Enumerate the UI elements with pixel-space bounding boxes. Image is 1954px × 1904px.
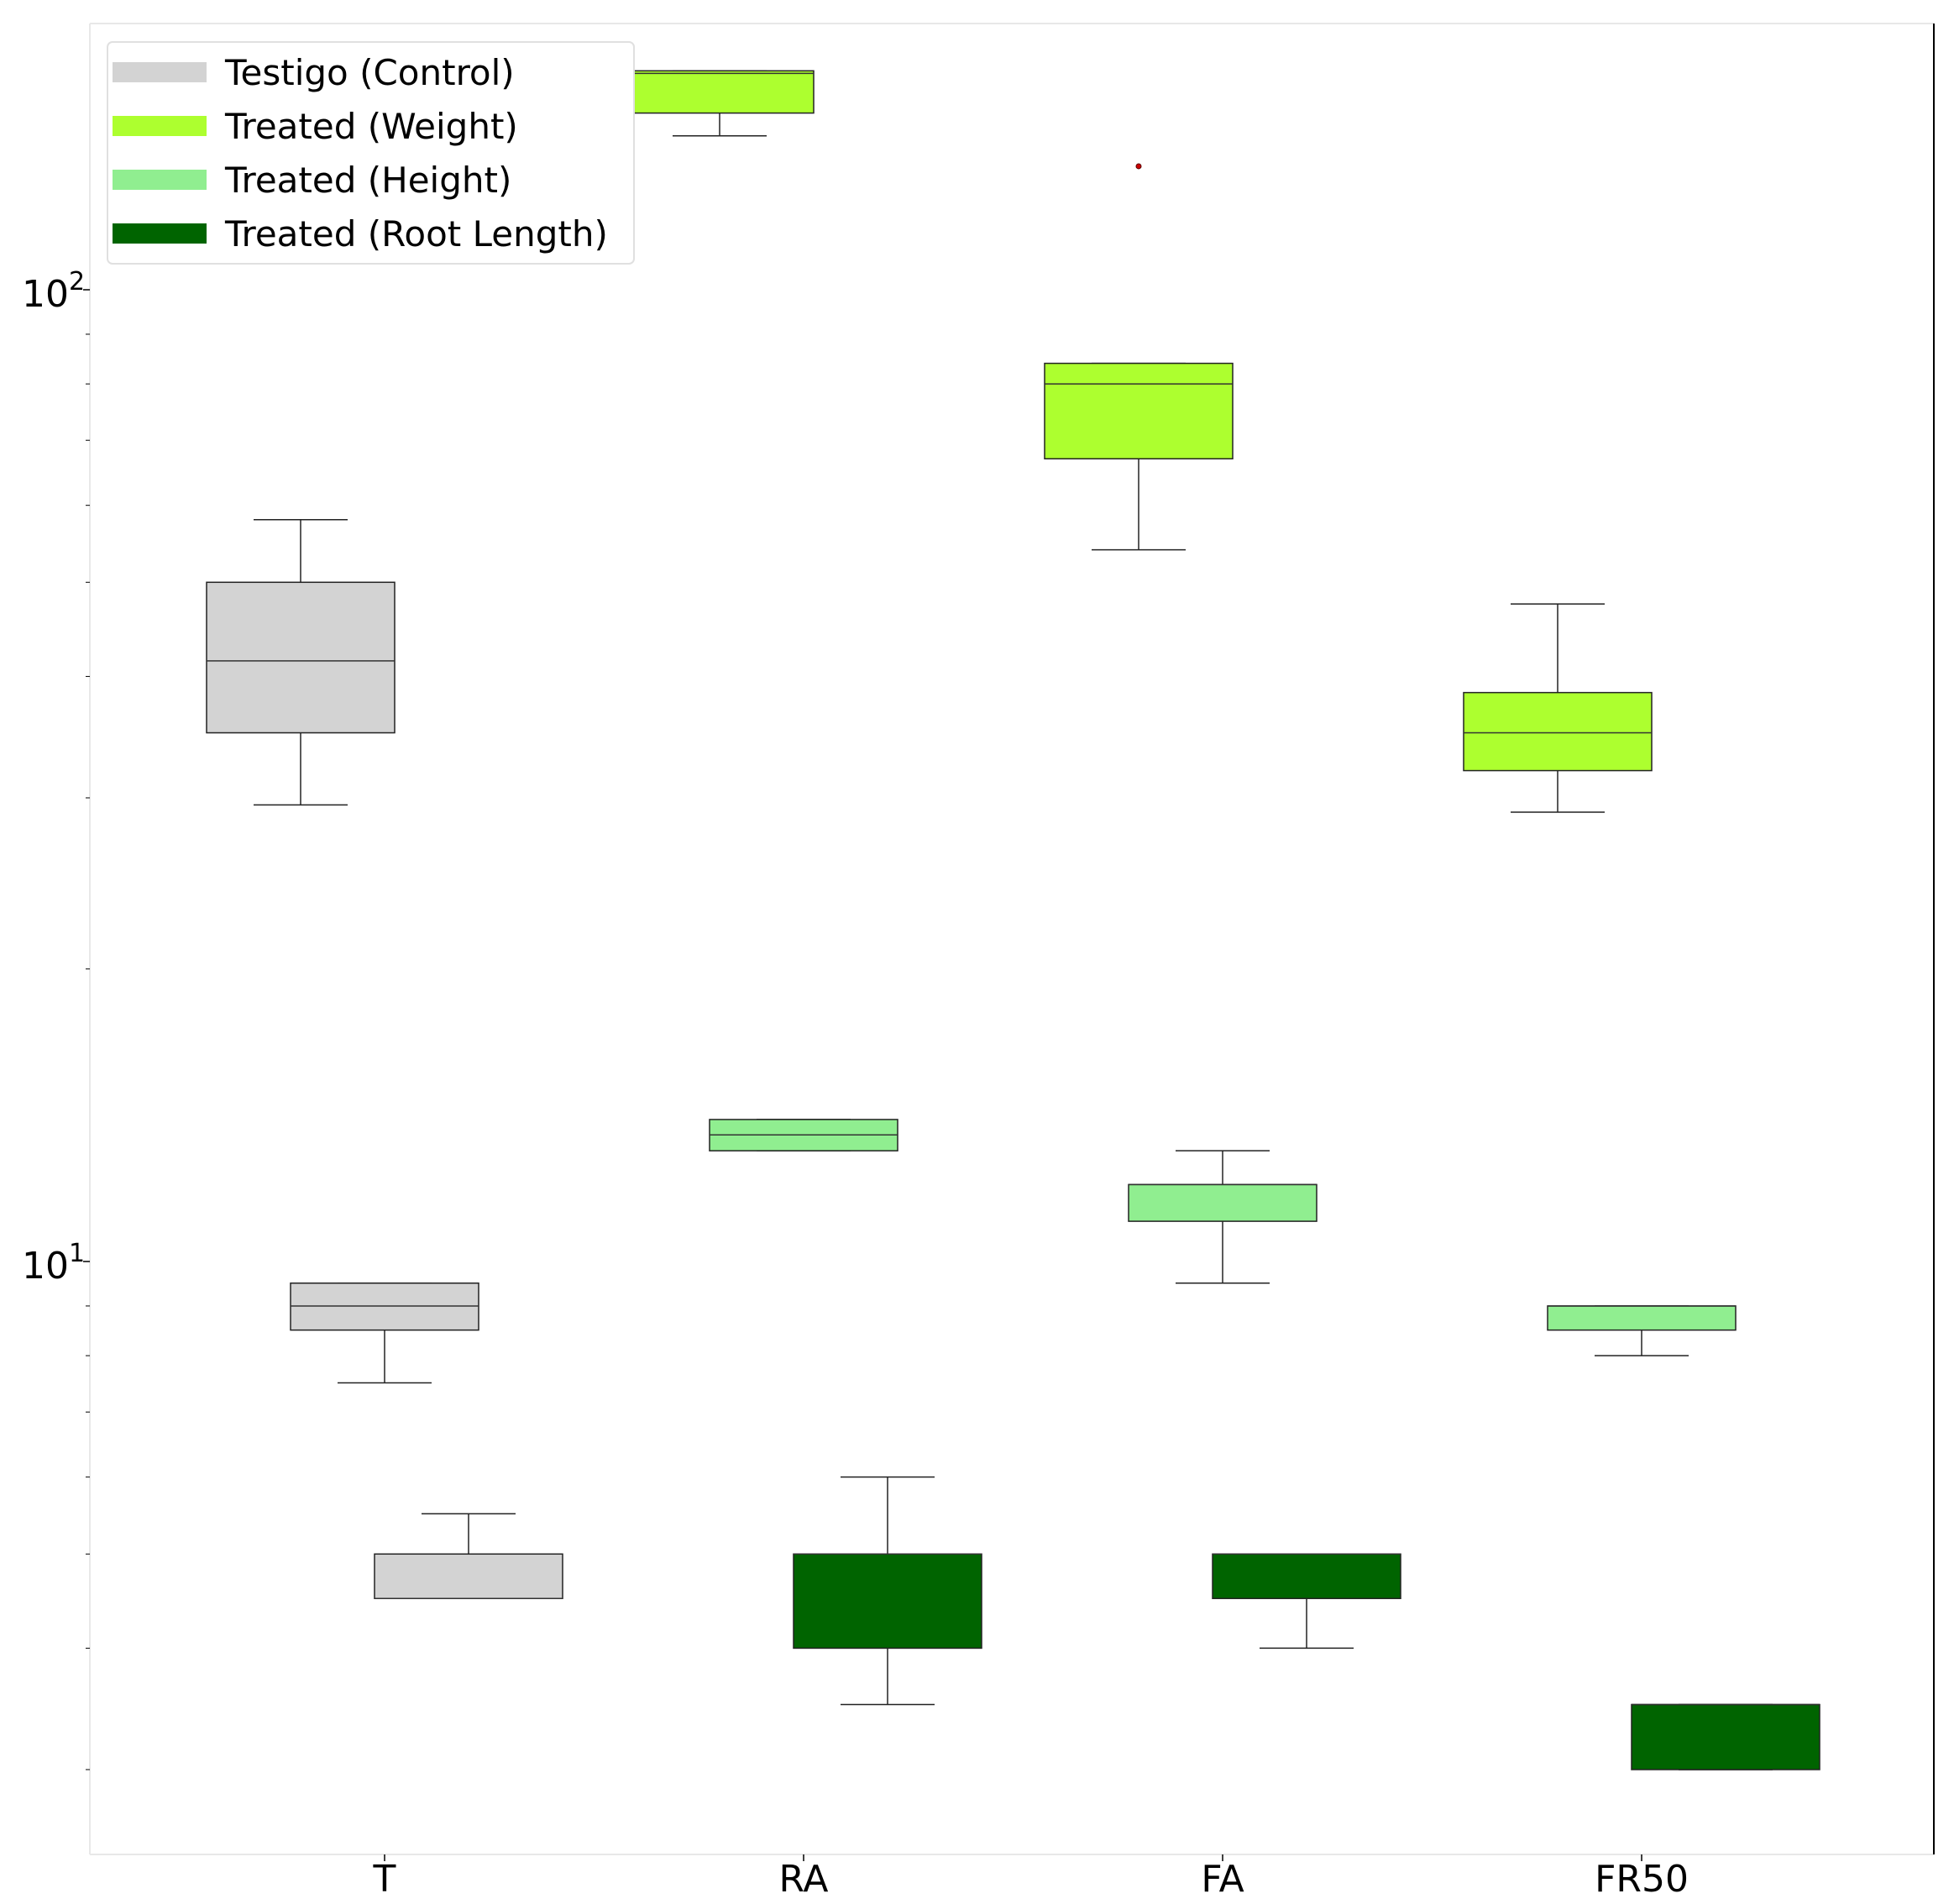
x-tick-label-t: T (373, 1858, 396, 1901)
box-fr50-treated-height- (1547, 1305, 1737, 1356)
y-tick-label: 102 (22, 267, 85, 316)
box-ra-treated-height- (709, 1119, 898, 1151)
legend-label: Testigo (Control) (224, 52, 515, 93)
legend-swatch (113, 116, 207, 136)
box-body (1463, 691, 1653, 772)
x-tick-label-fa: FA (1201, 1858, 1244, 1901)
legend-swatch (113, 223, 207, 244)
box-fr50-treated-root-length- (1631, 1703, 1820, 1770)
x-axis-ticks: T RA FA FR50 (373, 1854, 1689, 1901)
box-body (290, 1282, 479, 1331)
outlier-point (1135, 163, 1142, 170)
box-fa-treated-weight- (1044, 163, 1234, 551)
box-t-height (290, 1282, 479, 1384)
legend: Testigo (Control) Treated (Weight) Treated… (107, 41, 635, 265)
box-body (1631, 1703, 1820, 1770)
legend-swatch (113, 62, 207, 82)
y-axis-ticks: 101 102 (22, 267, 90, 1770)
box-t-root-length (374, 1513, 563, 1599)
box-body (1547, 1305, 1737, 1331)
box-fa-treated-root-length- (1212, 1553, 1401, 1650)
box-t-weight (206, 518, 396, 806)
box-body (374, 1553, 563, 1599)
y-tick-label: 101 (22, 1239, 85, 1288)
box-ra-treated-root-length- (793, 1476, 982, 1706)
box-body (793, 1553, 982, 1650)
box-body (1128, 1183, 1318, 1222)
box-marks (206, 70, 1820, 1770)
box-body (625, 70, 815, 114)
x-tick-label-ra: RA (779, 1858, 829, 1901)
x-tick-label-fr50: FR50 (1595, 1858, 1689, 1901)
box-body (206, 581, 396, 734)
box-body (1212, 1553, 1401, 1599)
legend-frame (107, 41, 635, 265)
legend-label: Treated (Weight) (224, 106, 518, 147)
legend-swatch (113, 170, 207, 190)
box-fa-treated-height- (1128, 1150, 1318, 1284)
legend-label: Treated (Height) (224, 160, 511, 201)
legend-label: Treated (Root Length) (224, 213, 608, 254)
box-ra-treated-weight- (625, 70, 815, 137)
box-fr50-treated-weight- (1463, 603, 1653, 813)
box-body (1044, 362, 1234, 459)
